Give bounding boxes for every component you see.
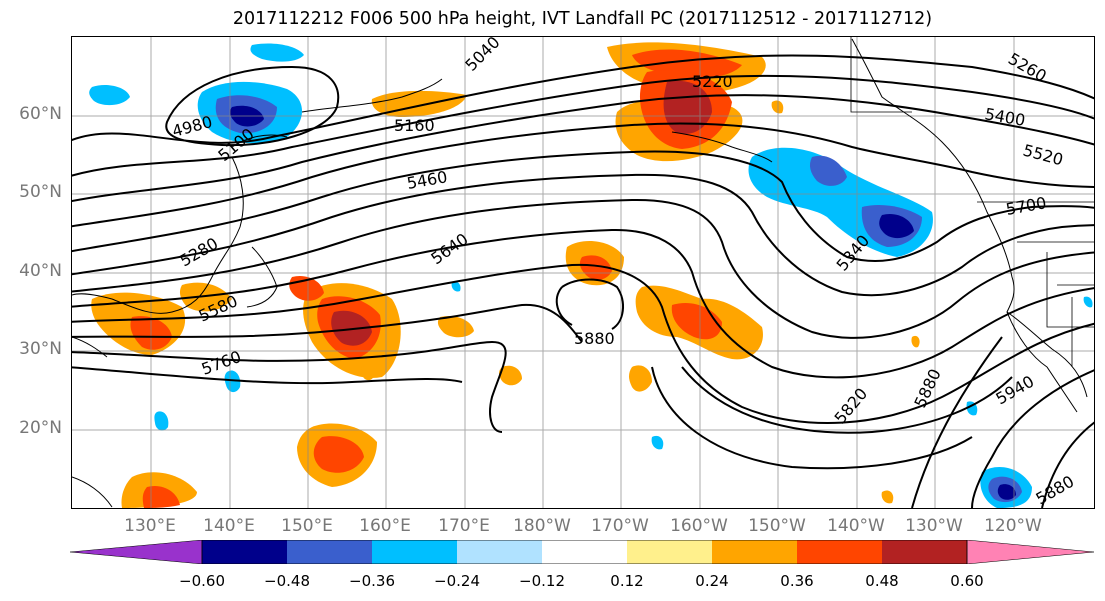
- lon-label-160w: 160°W: [670, 516, 728, 536]
- contour-label: 5880: [910, 366, 944, 411]
- contour-label: 5040: [461, 37, 503, 75]
- colorbar-tick-label: 0.48: [865, 572, 899, 590]
- colorbar-tick-label: −0.12: [519, 572, 565, 590]
- contour-label: 5280: [177, 234, 222, 271]
- map-svg: 5040 4980 5100 5160 5220 5280 5460 5640 …: [72, 37, 1094, 508]
- contour-label: 5460: [405, 167, 448, 193]
- colorbar-cell: [627, 540, 712, 564]
- colorbar-tick-label: −0.48: [264, 572, 310, 590]
- lon-label-160e: 160°E: [359, 516, 411, 536]
- colorbar-tick-label: 0.60: [950, 572, 984, 590]
- colorbar-cell: [372, 540, 457, 564]
- lon-label-140w: 140°W: [827, 516, 885, 536]
- colorbar-tick-label: −0.36: [349, 572, 395, 590]
- colorbar-cell: [287, 540, 372, 564]
- lon-label-130w: 130°W: [905, 516, 963, 536]
- lon-label-170w: 170°W: [591, 516, 649, 536]
- contour-label: 5880: [574, 329, 615, 348]
- lat-label-30n: 30°N: [19, 339, 62, 359]
- contour-label: 5220: [692, 72, 733, 91]
- colorbar: [70, 540, 1094, 564]
- lon-label-150e: 150°E: [281, 516, 333, 536]
- lon-label-130e: 130°E: [124, 516, 176, 536]
- map-panel: 5040 4980 5100 5160 5220 5280 5460 5640 …: [71, 36, 1095, 509]
- graticule: [72, 37, 1094, 508]
- colorbar-tick-label: 0.36: [780, 572, 814, 590]
- contour-label: 5700: [1004, 193, 1047, 219]
- colorbar-tick-label: 0.24: [695, 572, 729, 590]
- colorbar-tick-label: −0.60: [179, 572, 225, 590]
- ivt-negative-shading: [89, 43, 1093, 508]
- colorbar-cell: [797, 540, 882, 564]
- lon-label-170e: 170°E: [438, 516, 490, 536]
- colorbar-extend-high: [966, 540, 1094, 564]
- lat-label-40n: 40°N: [19, 261, 62, 281]
- colorbar-tick-label: −0.24: [434, 572, 480, 590]
- contour-label: 5400: [983, 104, 1026, 130]
- ivt-positive-shading: [91, 42, 920, 508]
- height-contours: [72, 54, 1094, 508]
- colorbar-cell: [202, 540, 287, 564]
- contour-label: 5260: [1005, 49, 1050, 86]
- contour-label: 5160: [394, 116, 435, 135]
- lon-label-140e: 140°E: [203, 516, 255, 536]
- lat-label-50n: 50°N: [19, 182, 62, 202]
- contour-label: 5940: [993, 372, 1038, 409]
- coastlines: [72, 38, 1088, 508]
- lon-label-180w: 180°W: [513, 516, 571, 536]
- colorbar-extend-low: [70, 540, 203, 564]
- colorbar-cell: [882, 540, 967, 564]
- contour-label: 5880: [1033, 472, 1078, 508]
- colorbar-cell: [712, 540, 797, 564]
- lon-label-150w: 150°W: [748, 516, 806, 536]
- contour-label: 5520: [1021, 141, 1065, 170]
- colorbar-cell: [542, 540, 627, 564]
- colorbar-tick-label: 0.12: [610, 572, 644, 590]
- lon-label-120w: 120°W: [984, 516, 1042, 536]
- borders: [850, 37, 1094, 367]
- lat-label-60n: 60°N: [19, 104, 62, 124]
- lat-label-20n: 20°N: [19, 418, 62, 438]
- colorbar-cell: [457, 540, 542, 564]
- figure-title: 2017112212 F006 500 hPa height, IVT Land…: [232, 9, 933, 29]
